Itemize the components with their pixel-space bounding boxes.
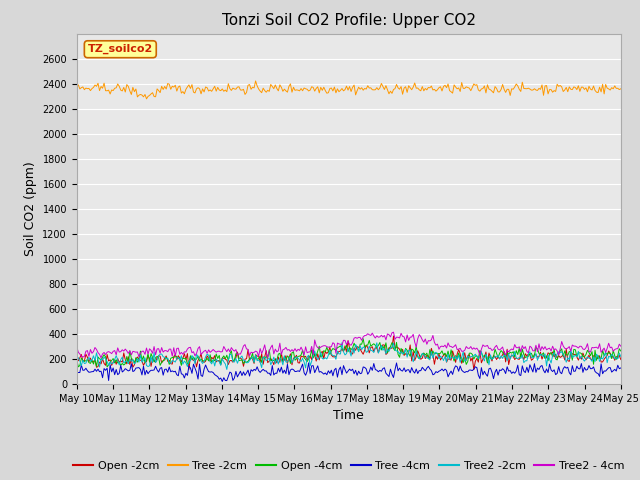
Text: TZ_soilco2: TZ_soilco2 xyxy=(88,44,153,54)
X-axis label: Time: Time xyxy=(333,409,364,422)
Legend: Open -2cm, Tree -2cm, Open -4cm, Tree -4cm, Tree2 -2cm, Tree2 - 4cm: Open -2cm, Tree -2cm, Open -4cm, Tree -4… xyxy=(69,456,628,475)
Y-axis label: Soil CO2 (ppm): Soil CO2 (ppm) xyxy=(24,161,36,256)
Title: Tonzi Soil CO2 Profile: Upper CO2: Tonzi Soil CO2 Profile: Upper CO2 xyxy=(222,13,476,28)
